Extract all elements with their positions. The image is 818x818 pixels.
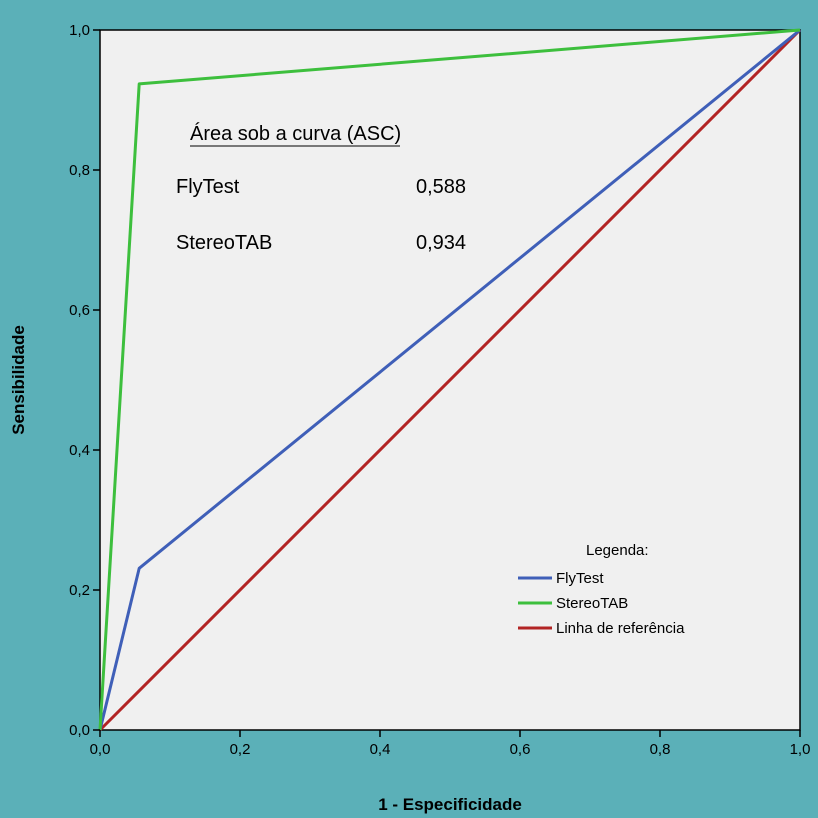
y-tick-label: 0,0: [69, 722, 90, 739]
legend-label: Linha de referência: [556, 620, 685, 637]
auc-row-label: FlyTest: [176, 176, 240, 198]
y-tick-label: 0,8: [69, 162, 90, 179]
y-tick-label: 0,2: [69, 582, 90, 599]
series-layer: [98, 28, 802, 732]
series-line-linha-de-refer-ncia: [98, 28, 802, 732]
x-tick-label: 0,8: [650, 741, 671, 758]
auc-annotation: Área sob a curva (ASC) FlyTest 0,588 Ste…: [176, 122, 466, 254]
y-axis-title: Sensibilidade: [9, 325, 28, 435]
legend-label: StereoTAB: [556, 595, 628, 612]
auc-row-value: 0,588: [416, 176, 466, 198]
x-tick-label: 0,2: [230, 741, 251, 758]
y-axis: 0,0 0,2 0,4 0,6 0,8 1,0: [69, 22, 100, 739]
x-axis: 0,0 0,2 0,4 0,6 0,8 1,0: [90, 730, 811, 758]
x-tick-label: 1,0: [790, 741, 811, 758]
x-tick-label: 0,4: [370, 741, 391, 758]
legend: Legenda: FlyTest StereoTAB Linha de referê…: [518, 542, 685, 637]
x-axis-title: 1 - Especificidade: [378, 795, 522, 814]
x-tick-label: 0,6: [510, 741, 531, 758]
y-tick-label: 1,0: [69, 22, 90, 39]
y-tick-label: 0,6: [69, 302, 90, 319]
legend-title: Legenda:: [586, 542, 649, 559]
auc-row-label: StereoTAB: [176, 232, 272, 254]
series-line-flytest: [98, 28, 801, 731]
y-tick-label: 0,4: [69, 442, 90, 459]
series-line-stereotab: [98, 28, 801, 731]
auc-row-value: 0,934: [416, 232, 466, 254]
x-tick-label: 0,0: [90, 741, 111, 758]
legend-label: FlyTest: [556, 570, 604, 587]
auc-title: Área sob a curva (ASC): [190, 122, 401, 145]
